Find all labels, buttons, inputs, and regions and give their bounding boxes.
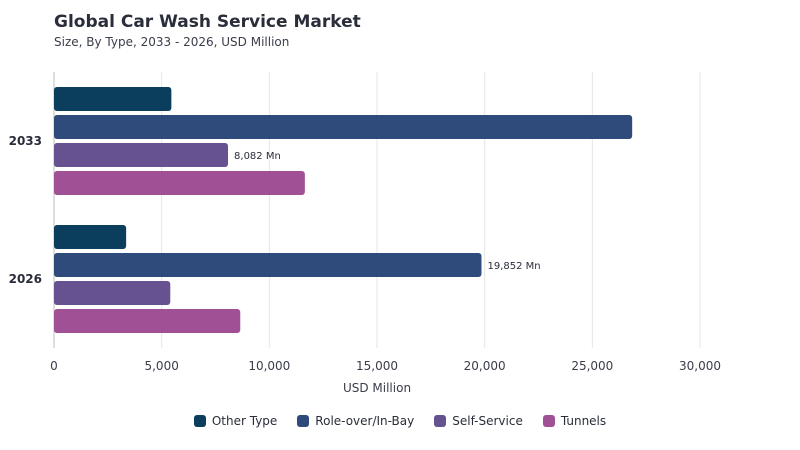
chart-subtitle: Size, By Type, 2033 - 2026, USD Million bbox=[54, 35, 290, 49]
bar-other-type-2026 bbox=[54, 225, 127, 249]
x-tick-label: 25,000 bbox=[571, 359, 613, 373]
legend-swatch bbox=[297, 415, 310, 427]
bar-tunnels-2033 bbox=[54, 171, 305, 195]
category-label: 2026 bbox=[9, 272, 42, 286]
bar-role-over-in-bay-2033 bbox=[54, 115, 633, 139]
bar-tunnels-2026 bbox=[54, 309, 241, 333]
legend-label: Tunnels bbox=[560, 414, 607, 428]
legend-label: Role-over/In-Bay bbox=[315, 414, 415, 428]
legend-swatch bbox=[193, 415, 206, 427]
x-tick-label: 0 bbox=[50, 359, 58, 373]
legend-label: Other Type bbox=[211, 414, 278, 428]
legend-item[interactable]: Role-over/In-Bay bbox=[297, 414, 414, 428]
legend-swatch bbox=[542, 415, 555, 427]
chart-title: Global Car Wash Service Market bbox=[54, 12, 361, 32]
x-axis-label: USD Million bbox=[343, 381, 411, 395]
bar-role-over-in-bay-2026 bbox=[54, 253, 482, 277]
bar-other-type-2033 bbox=[54, 87, 172, 111]
data-label: 19,852 Mn bbox=[487, 261, 540, 272]
legend-label: Self-Service bbox=[452, 414, 523, 428]
x-tick-label: 20,000 bbox=[464, 359, 506, 373]
legend-item[interactable]: Other Type bbox=[193, 414, 278, 428]
bar-self-service-2033 bbox=[54, 143, 229, 167]
chart-legend: Other Type Role-over/In-Bay Self-Service Tu… bbox=[0, 414, 800, 428]
x-tick-label: 5,000 bbox=[144, 359, 178, 373]
x-tick-label: 30,000 bbox=[679, 359, 721, 373]
legend-item[interactable]: Tunnels bbox=[542, 414, 607, 428]
legend-swatch bbox=[434, 415, 447, 427]
legend-item[interactable]: Self-Service bbox=[434, 414, 523, 428]
x-tick-label: 10,000 bbox=[248, 359, 290, 373]
bar-self-service-2026 bbox=[54, 281, 171, 305]
data-label: 8,082 Mn bbox=[234, 151, 281, 162]
category-label: 2033 bbox=[9, 134, 42, 148]
x-tick-label: 15,000 bbox=[356, 359, 398, 373]
